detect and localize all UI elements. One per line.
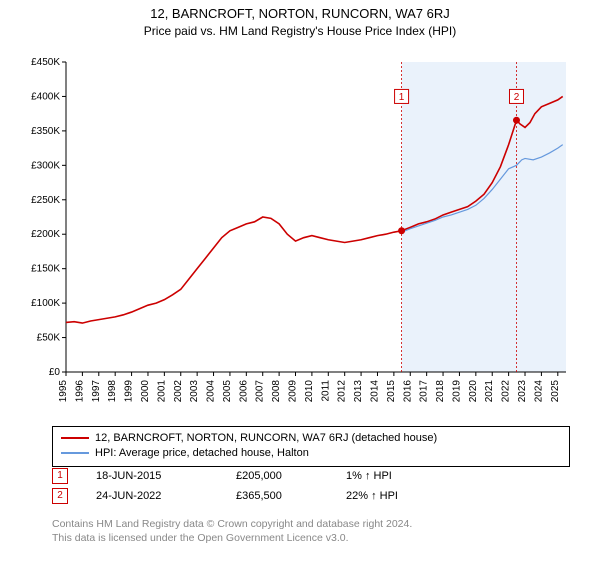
footer-line-2: This data is licensed under the Open Gov…: [52, 532, 412, 546]
svg-text:2016: 2016: [402, 380, 413, 403]
svg-text:£400K: £400K: [31, 91, 60, 102]
legend-item: HPI: Average price, detached house, Halt…: [61, 446, 561, 461]
svg-text:2004: 2004: [206, 380, 217, 403]
svg-text:£250K: £250K: [31, 195, 60, 206]
sale-badge: 2: [52, 488, 68, 504]
sale-pct: 22% ↑ HPI: [346, 490, 446, 502]
legend-swatch: [61, 437, 89, 439]
svg-text:2025: 2025: [550, 380, 561, 403]
sale-badge: 1: [52, 468, 68, 484]
svg-text:2012: 2012: [337, 380, 348, 403]
svg-text:2005: 2005: [222, 380, 233, 403]
svg-text:2010: 2010: [304, 380, 315, 403]
svg-text:2008: 2008: [271, 380, 282, 403]
legend: 12, BARNCROFT, NORTON, RUNCORN, WA7 6RJ …: [52, 426, 570, 467]
svg-text:2021: 2021: [484, 380, 495, 403]
svg-text:2019: 2019: [451, 380, 462, 403]
svg-text:2013: 2013: [353, 380, 364, 403]
svg-text:£200K: £200K: [31, 229, 60, 240]
chart-area: £0 £50K £100K £150K £200K £250K £300K £350K £400…: [18, 52, 578, 412]
svg-text:2009: 2009: [288, 380, 299, 403]
chart-title: 12, BARNCROFT, NORTON, RUNCORN, WA7 6RJ: [0, 6, 600, 21]
svg-text:2020: 2020: [468, 380, 479, 403]
svg-text:2023: 2023: [517, 380, 528, 403]
svg-text:2: 2: [514, 92, 520, 103]
svg-text:£100K: £100K: [31, 298, 60, 309]
price-chart: £0 £50K £100K £150K £200K £250K £300K £350K £400…: [18, 52, 578, 412]
svg-text:2001: 2001: [156, 380, 167, 403]
svg-text:2006: 2006: [238, 380, 249, 403]
svg-text:2000: 2000: [140, 380, 151, 403]
svg-text:2002: 2002: [173, 380, 184, 403]
svg-text:£450K: £450K: [31, 57, 60, 68]
svg-text:£150K: £150K: [31, 264, 60, 275]
svg-text:2011: 2011: [320, 380, 331, 402]
svg-text:£350K: £350K: [31, 126, 60, 137]
sale-pct: 1% ↑ HPI: [346, 470, 446, 482]
svg-text:1995: 1995: [58, 380, 69, 403]
sale-price: £365,500: [236, 490, 346, 502]
legend-swatch: [61, 452, 89, 454]
svg-text:2014: 2014: [369, 380, 380, 403]
svg-text:2024: 2024: [533, 380, 544, 403]
svg-text:2018: 2018: [435, 380, 446, 403]
footer-attribution: Contains HM Land Registry data © Crown c…: [52, 518, 412, 545]
sale-price: £205,000: [236, 470, 346, 482]
svg-text:1998: 1998: [107, 380, 118, 403]
sale-row: 1 18-JUN-2015£205,0001% ↑ HPI: [52, 468, 446, 488]
legend-item: 12, BARNCROFT, NORTON, RUNCORN, WA7 6RJ …: [61, 431, 561, 446]
svg-text:1996: 1996: [74, 380, 85, 403]
sale-row: 2 24-JUN-2022£365,50022% ↑ HPI: [52, 488, 446, 508]
svg-text:2003: 2003: [189, 380, 200, 403]
legend-label: 12, BARNCROFT, NORTON, RUNCORN, WA7 6RJ …: [95, 432, 437, 444]
sale-date: 18-JUN-2015: [96, 470, 236, 482]
legend-label: HPI: Average price, detached house, Halt…: [95, 447, 309, 459]
svg-text:2015: 2015: [386, 380, 397, 403]
svg-text:£0: £0: [49, 367, 61, 378]
svg-text:2007: 2007: [255, 380, 266, 403]
svg-text:1: 1: [399, 92, 405, 103]
svg-text:2017: 2017: [419, 380, 430, 403]
svg-text:£300K: £300K: [31, 160, 60, 171]
sales-table: 1 18-JUN-2015£205,0001% ↑ HPI 2 24-JUN-2022…: [52, 468, 446, 508]
svg-text:2022: 2022: [501, 380, 512, 403]
sale-date: 24-JUN-2022: [96, 490, 236, 502]
svg-text:1999: 1999: [124, 380, 135, 403]
svg-text:£50K: £50K: [37, 333, 61, 344]
chart-subtitle: Price paid vs. HM Land Registry's House …: [0, 24, 600, 38]
footer-line-1: Contains HM Land Registry data © Crown c…: [52, 518, 412, 532]
svg-text:1997: 1997: [91, 380, 102, 403]
